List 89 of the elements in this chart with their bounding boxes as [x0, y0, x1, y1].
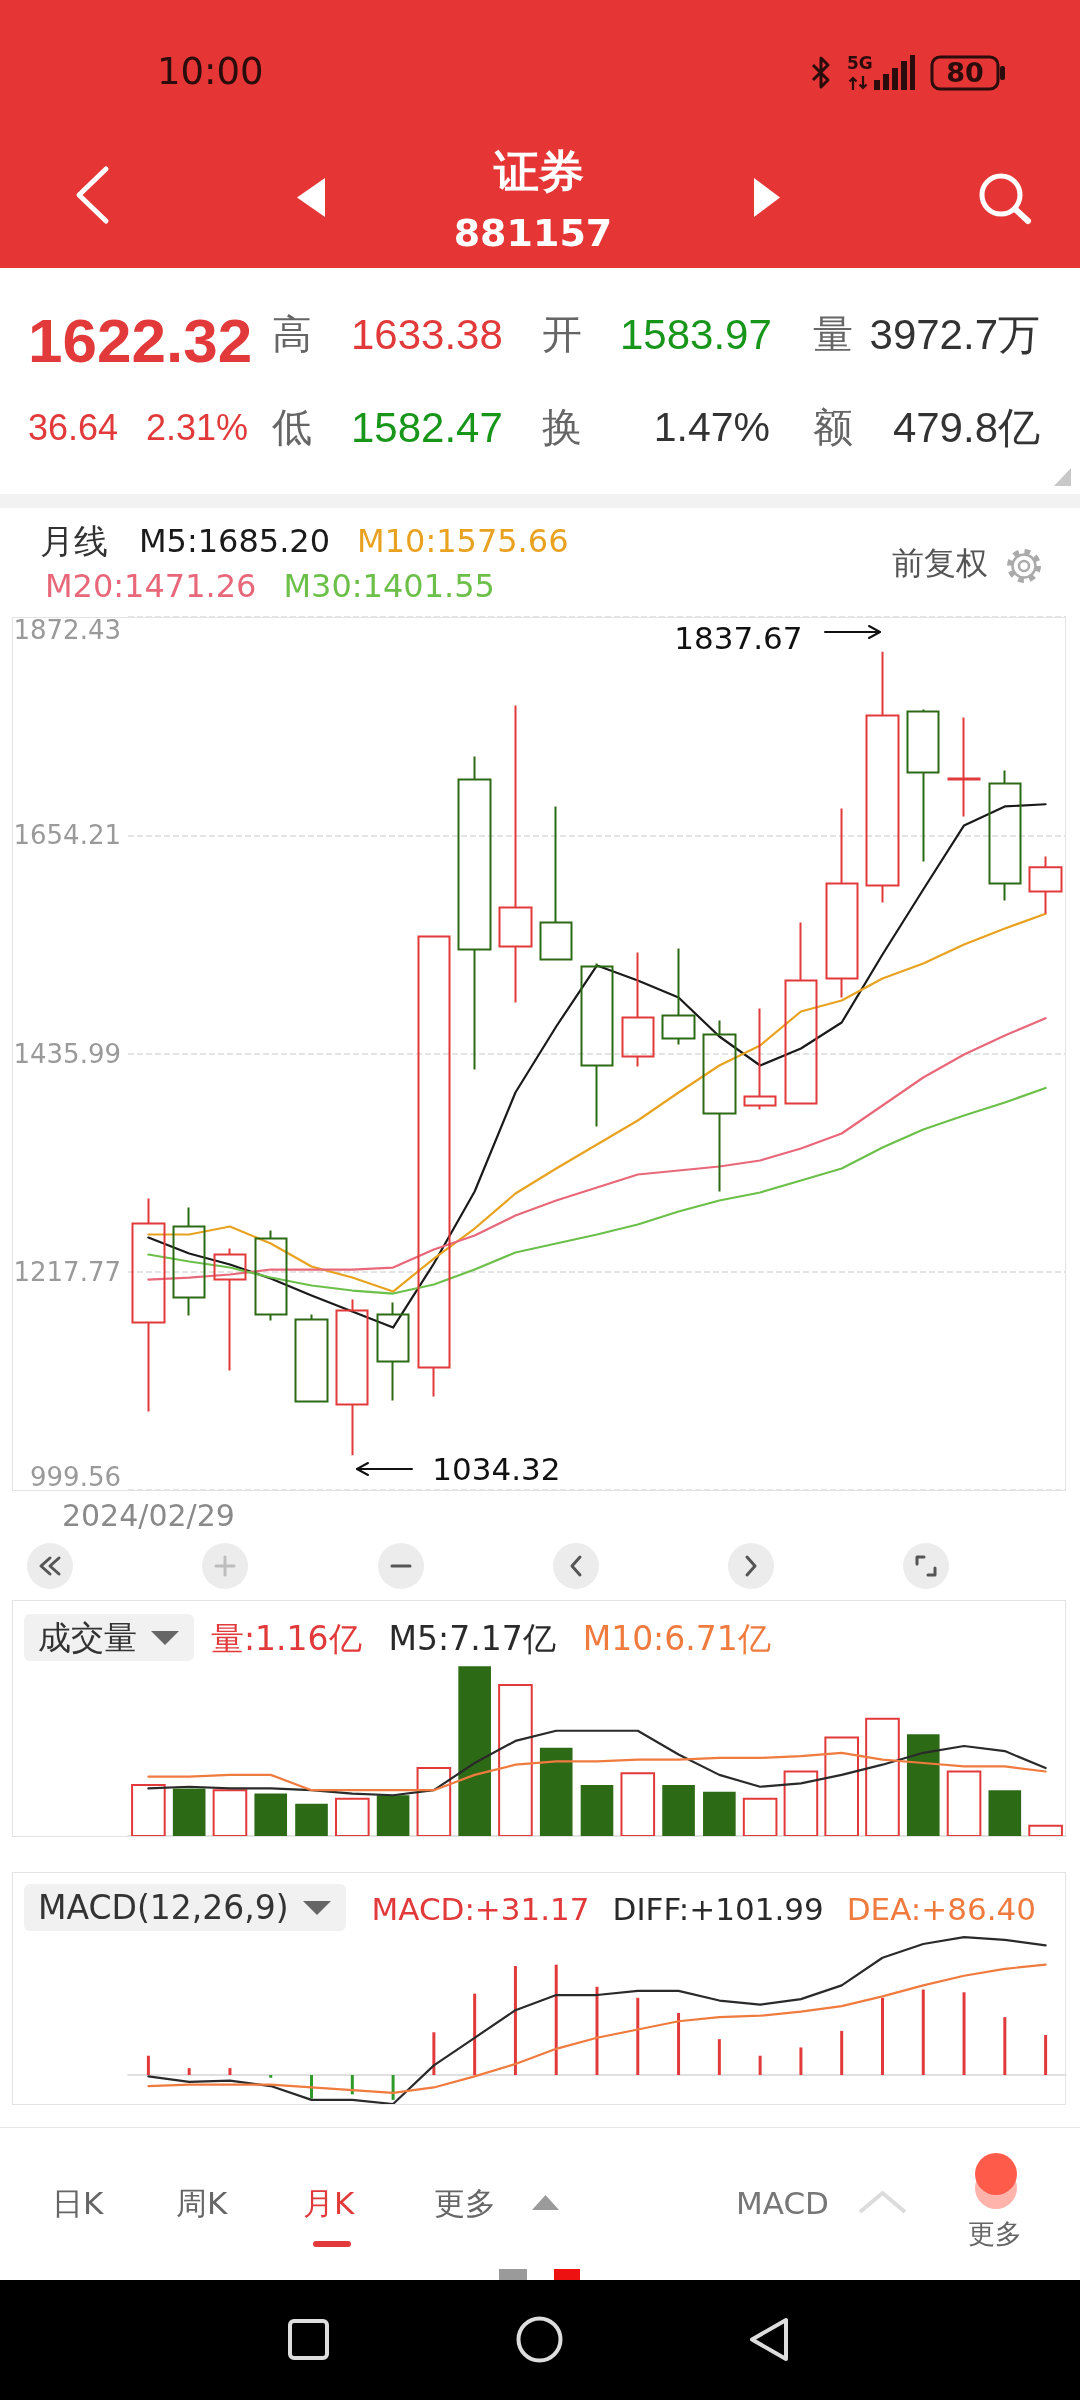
bar [758, 2055, 762, 2076]
chart-title: 证券 [494, 144, 584, 200]
bar [432, 2032, 436, 2076]
text: 5G [847, 52, 873, 74]
bar [498, 1683, 533, 1837]
dropdown-field: MACD(12,26,9) [24, 1884, 346, 1931]
y-tick-label: 1435.99 [13, 1038, 121, 1069]
text: 低 [272, 403, 312, 452]
bar [865, 1717, 900, 1837]
bar [212, 1789, 248, 1837]
series-label: DIFF:+101.99 [612, 1891, 824, 1927]
chart-title: MACD(12,26,9) [38, 1887, 289, 1928]
text: M10:1575.66 [357, 522, 569, 560]
bar [880, 1997, 884, 2076]
text: 10:00 [157, 49, 264, 95]
text: 高 [272, 310, 312, 359]
bar [840, 2030, 844, 2076]
text: 2.31% [146, 405, 249, 450]
bar [228, 2068, 232, 2076]
text: 1622.32 [28, 305, 253, 377]
bar [595, 1986, 599, 2076]
bar [473, 1993, 477, 2076]
x-tick-label: 2024/02/29 [61, 1497, 235, 1533]
bar [662, 1785, 695, 1836]
bar [269, 2075, 273, 2078]
text: 3972.7万 [869, 309, 1040, 360]
bar [636, 1997, 640, 2076]
bar [187, 2068, 191, 2076]
bar [824, 1736, 860, 1837]
bar [254, 1793, 288, 1836]
text: 日K [52, 2183, 104, 2223]
text: 1.47% [653, 402, 770, 452]
bar [783, 1770, 819, 1837]
bar [513, 1966, 517, 2076]
bar [742, 1797, 778, 1837]
text: M30:1401.55 [283, 567, 495, 605]
text: 开 [542, 310, 582, 359]
bar [172, 1788, 206, 1836]
y-tick-label: 999.56 [30, 1462, 121, 1492]
y-tick-label: 1872.43 [13, 615, 121, 645]
bar [391, 2075, 395, 2100]
bar [1044, 2035, 1048, 2076]
bar [921, 1989, 925, 2076]
text: 1582.47 [351, 402, 503, 453]
bar [799, 2047, 803, 2076]
chart-subtitle: 881157 [453, 210, 613, 257]
text: 36.64 [28, 405, 119, 450]
bar [131, 1784, 166, 1837]
text: 1633.38 [351, 309, 503, 360]
text: M5:1685.20 [139, 522, 331, 560]
bar [334, 1797, 370, 1837]
annotation: 1034.32 [432, 1451, 561, 1488]
bar [988, 1790, 1022, 1836]
bar [677, 2012, 681, 2076]
bar [962, 1992, 966, 2076]
series-label: MACD:+31.17 [371, 1891, 590, 1927]
bar [554, 1964, 558, 2076]
bar [295, 1803, 328, 1836]
bar [580, 1785, 614, 1836]
bar [416, 1767, 452, 1837]
text: 80 [946, 56, 984, 90]
text: 额 [813, 403, 853, 452]
annotation: 1837.67 [674, 619, 803, 656]
text: 1583.97 [620, 309, 772, 360]
text: M20:1471.26 [45, 567, 257, 605]
text: 月K [303, 2183, 355, 2223]
bar [539, 1747, 573, 1836]
text: 前复权 [892, 543, 988, 583]
text: 479.8亿 [892, 402, 1040, 453]
bar [946, 1770, 982, 1837]
text: 更多 [434, 2183, 496, 2223]
text: 周K [176, 2183, 228, 2223]
text: MACD [736, 2183, 829, 2223]
y-tick-label: 1217.77 [13, 1256, 121, 1287]
bar [620, 1772, 656, 1837]
y-tick-label: 1654.21 [13, 820, 121, 851]
text: 月线 [40, 519, 108, 563]
bar [1028, 1824, 1063, 1837]
series-label: DEA:+86.40 [846, 1891, 1037, 1927]
bar [703, 1791, 736, 1836]
bar [1003, 2017, 1007, 2076]
bar [906, 1734, 940, 1836]
bar [458, 1666, 491, 1836]
bar [717, 2039, 721, 2076]
bar [376, 1795, 410, 1836]
text: 更多 [968, 2217, 1022, 2251]
text: 量 [813, 310, 853, 359]
text: 换 [542, 403, 582, 452]
bar [146, 2055, 150, 2076]
